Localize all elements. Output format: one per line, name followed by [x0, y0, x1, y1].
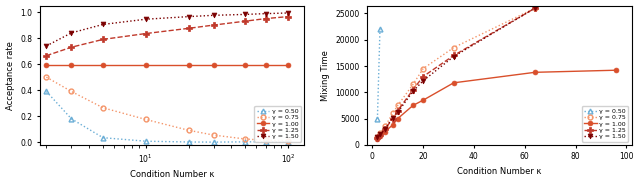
Y-axis label: Acceptance rate: Acceptance rate: [6, 41, 15, 110]
Y-axis label: Mixing Time: Mixing Time: [321, 50, 330, 101]
Legend: γ = 0.50, γ = 0.75, γ = 1.00, γ = 1.25, γ = 1.50: γ = 0.50, γ = 0.75, γ = 1.00, γ = 1.25, …: [582, 106, 628, 142]
X-axis label: Condition Number κ: Condition Number κ: [457, 167, 541, 176]
X-axis label: Condition Number κ: Condition Number κ: [130, 170, 214, 179]
Legend: γ = 0.50, γ = 0.75, γ = 1.00, γ = 1.25, γ = 1.50: γ = 0.50, γ = 0.75, γ = 1.00, γ = 1.25, …: [254, 106, 301, 142]
